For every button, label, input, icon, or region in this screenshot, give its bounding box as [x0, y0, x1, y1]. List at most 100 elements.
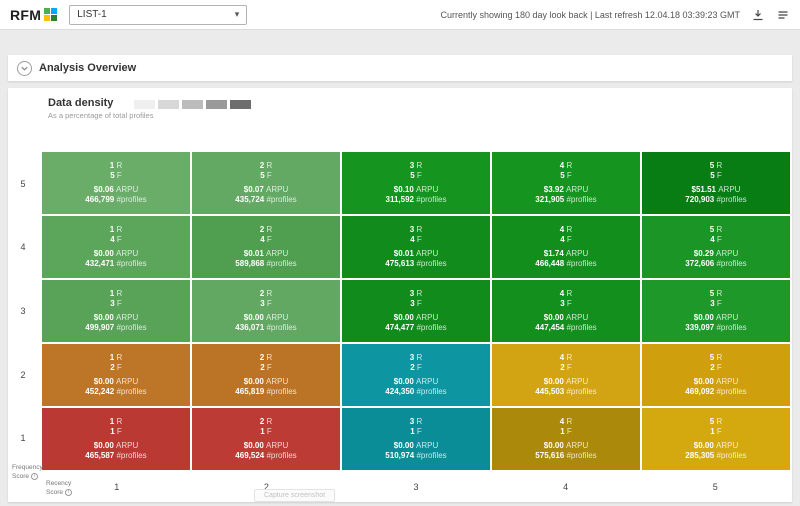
cell-label: #profiles: [114, 387, 147, 396]
download-icon[interactable]: [751, 8, 765, 22]
cell-value: 372,606: [685, 259, 715, 268]
cell-value: 3: [410, 299, 415, 308]
cell-line: 1 R: [110, 225, 122, 236]
list-select-value: LIST-1: [77, 9, 107, 20]
cell-value: 1: [110, 427, 115, 436]
cell-value: 465,587: [85, 451, 115, 460]
cell-line: $0.00 ARPU: [244, 377, 288, 388]
cell-label: #profiles: [414, 451, 447, 460]
cell-value: 1: [260, 427, 265, 436]
cell-label: R: [114, 224, 123, 234]
cell-value: 311,592: [385, 195, 414, 204]
cell-value: 4: [559, 416, 565, 426]
cell-label: R: [264, 224, 273, 234]
cell-line: 475,613 #profiles: [385, 259, 446, 270]
cell-label: ARPU: [713, 376, 739, 386]
cell-label: #profiles: [714, 195, 747, 204]
cell-value: 1: [410, 427, 415, 436]
cell-line: 5 R: [710, 225, 722, 236]
cell-value: 5: [709, 160, 715, 170]
cell-line: $0.00 ARPU: [694, 313, 738, 324]
cell-label: ARPU: [263, 312, 289, 322]
cell-value: $1.74: [543, 248, 564, 258]
cell-line: 465,587 #profiles: [85, 451, 146, 462]
cell-value: 499,907: [85, 323, 115, 332]
cell-value: 2: [710, 363, 715, 372]
cell-value: 5: [709, 416, 715, 426]
cell-label: F: [114, 171, 122, 180]
capture-screenshot-button[interactable]: Capture screenshot: [254, 489, 336, 502]
cell-label: ARPU: [413, 440, 439, 450]
cell-value: 321,905: [535, 195, 565, 204]
cell-label: ARPU: [563, 440, 589, 450]
cell-value: 2: [259, 160, 265, 170]
cell-label: F: [564, 171, 572, 180]
cell-value: 5: [260, 171, 265, 180]
cell-label: R: [114, 416, 123, 426]
density-swatch: [134, 100, 155, 109]
cell-value: 4: [110, 235, 115, 244]
cell-label: F: [264, 299, 272, 308]
cell-line: 2 F: [410, 363, 422, 374]
cell-value: $0.00: [693, 312, 714, 322]
cell-value: 4: [260, 235, 265, 244]
cell-label: R: [114, 160, 123, 170]
logo-mark-quadrant: [51, 15, 58, 21]
cell-label: ARPU: [263, 440, 289, 450]
cell-line: 3 R: [410, 289, 422, 300]
menu-icon[interactable]: [776, 8, 790, 22]
density-legend-title: Data density: [48, 97, 114, 109]
cell-value: $0.00: [393, 376, 414, 386]
cell-line: 3 F: [110, 299, 122, 310]
cell-value: $0.10: [393, 184, 414, 194]
collapse-chevron-icon[interactable]: [17, 60, 32, 76]
y-axis-tick: 1: [20, 433, 26, 444]
cell-line: 435,724 #profiles: [235, 195, 296, 206]
cell-value: 465,819: [235, 387, 265, 396]
cell-line: $0.00 ARPU: [544, 313, 588, 324]
cell-label: #profiles: [564, 451, 597, 460]
list-select[interactable]: LIST-1: [69, 4, 248, 25]
info-icon[interactable]: [64, 488, 72, 496]
cell-value: 720,903: [685, 195, 715, 204]
x-axis-tick: 4: [563, 482, 569, 492]
cell-value: 447,454: [535, 323, 565, 332]
cell-line: 469,524 #profiles: [235, 451, 296, 462]
cell-value: 5: [560, 171, 565, 180]
info-icon[interactable]: [30, 472, 38, 480]
cell-line: 4 R: [560, 353, 572, 364]
cell-value: $0.06: [93, 184, 114, 194]
cell-line: 445,503 #profiles: [535, 387, 596, 398]
cell-value: 3: [560, 299, 565, 308]
cell-label: F: [564, 427, 572, 436]
cell-label: F: [264, 427, 272, 436]
cell-label: F: [114, 299, 122, 308]
cell-line: 436,071 #profiles: [235, 323, 296, 334]
